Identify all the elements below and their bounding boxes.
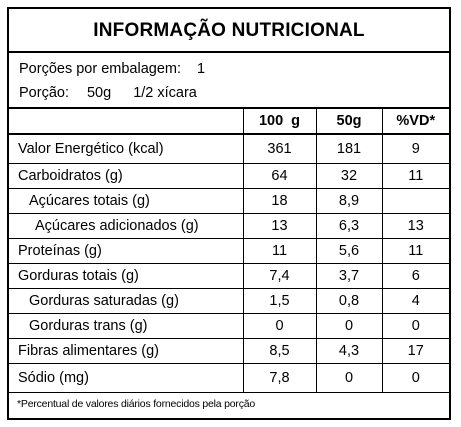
table-row: Gorduras trans (g) 0 0 0 [9,313,449,339]
header-nutrient [9,107,244,135]
value-per-100g: 7,8 [242,363,317,393]
percent-daily-value: 11 [381,163,449,189]
table-row: Fibras alimentares (g) 8,5 4,3 17 [9,338,449,364]
nutrient-label: Sódio (mg) [18,370,89,386]
portion-value: 50g [86,85,112,101]
value-per-50g: 6,3 [315,213,383,239]
percent-daily-value: 17 [381,338,449,364]
table-header-row: 100 g 50g %VD* [9,107,449,135]
nutrient-name: Sódio (mg) [9,363,244,393]
value-per-100g: 18 [242,188,317,214]
value-per-50g: 181 [315,133,383,164]
nutrient-name: Proteínas (g) [9,238,244,264]
value-per-100g: 13 [242,213,317,239]
table-row: Proteínas (g) 11 5,6 11 [9,238,449,264]
value-per-50g: 4,3 [315,338,383,364]
portion-label: Porção: [19,85,69,101]
nutrient-label: Valor Energético (kcal) [18,141,164,157]
value-per-50g: 0 [315,363,383,393]
portion-household-measure: 1/2 xícara [133,85,197,101]
table-row: Sódio (mg) 7,8 0 0 [9,363,449,393]
nutrient-name: Gorduras trans (g) [9,313,244,339]
value-per-50g: 0,8 [315,288,383,314]
percent-daily-value: 11 [381,238,449,264]
table-row: Valor Energético (kcal) 361 181 9 [9,133,449,164]
value-per-50g: 0 [315,313,383,339]
nutrient-label: Gorduras trans (g) [29,318,148,334]
nutrient-label: Carboidratos (g) [18,168,123,184]
value-per-50g: 8,9 [315,188,383,214]
value-per-100g: 8,5 [242,338,317,364]
header-per-50g: 50g [315,107,383,135]
nutrient-name: Gorduras saturadas (g) [9,288,244,314]
portions-label: Porções por embalagem: [19,61,181,77]
percent-daily-value: 6 [381,263,449,289]
value-per-100g: 7,4 [242,263,317,289]
nutrient-name: Fibras alimentares (g) [9,338,244,364]
percent-daily-value: 13 [381,213,449,239]
nutrient-label: Gorduras saturadas (g) [29,293,179,309]
value-per-100g: 0 [242,313,317,339]
value-per-50g: 32 [315,163,383,189]
nutrient-label: Proteínas (g) [18,243,102,259]
portions-value: 1 [197,61,206,77]
nutrient-label: Açúcares totais (g) [29,193,150,209]
table-row: Carboidratos (g) 64 32 11 [9,163,449,189]
table-row: Gorduras saturadas (g) 1,5 0,8 4 [9,288,449,314]
percent-daily-value: 9 [381,133,449,164]
nutrient-name: Açúcares totais (g) [9,188,244,214]
nutrient-label: Açúcares adicionados (g) [35,218,199,234]
value-per-100g: 361 [242,133,317,164]
portion-size: Porção: 50g 1/2 xícara [19,85,197,101]
value-per-100g: 11 [242,238,317,264]
nutrient-name: Carboidratos (g) [9,163,244,189]
value-per-100g: 1,5 [242,288,317,314]
percent-daily-value: 4 [381,288,449,314]
nutrient-label: Gorduras totais (g) [18,268,139,284]
table-row: Gorduras totais (g) 7,4 3,7 6 [9,263,449,289]
table-row: Açúcares totais (g) 18 8,9 [9,188,449,214]
percent-daily-value: 0 [381,363,449,393]
header-per-100g: 100 g [242,107,317,135]
nutrient-name: Gorduras totais (g) [9,263,244,289]
nutrition-facts-label: INFORMAÇÃO NUTRICIONAL Porções por embal… [7,7,451,420]
label-title: INFORMAÇÃO NUTRICIONAL [9,9,449,53]
percent-daily-value: 0 [381,313,449,339]
value-per-100g: 64 [242,163,317,189]
nutrient-name: Açúcares adicionados (g) [9,213,244,239]
portions-per-package: Porções por embalagem: 1 [19,61,205,77]
percent-daily-value [381,188,449,214]
nutrient-label: Fibras alimentares (g) [18,343,160,359]
nutrition-table: 100 g 50g %VD* Valor Energético (kcal) 36… [9,107,449,393]
table-row: Açúcares adicionados (g) 13 6,3 13 [9,213,449,239]
value-per-50g: 3,7 [315,263,383,289]
nutrient-name: Valor Energético (kcal) [9,133,244,164]
footnote: *Percentual de valores diários fornecido… [17,398,256,410]
header-percent-daily-value: %VD* [381,107,449,135]
value-per-50g: 5,6 [315,238,383,264]
